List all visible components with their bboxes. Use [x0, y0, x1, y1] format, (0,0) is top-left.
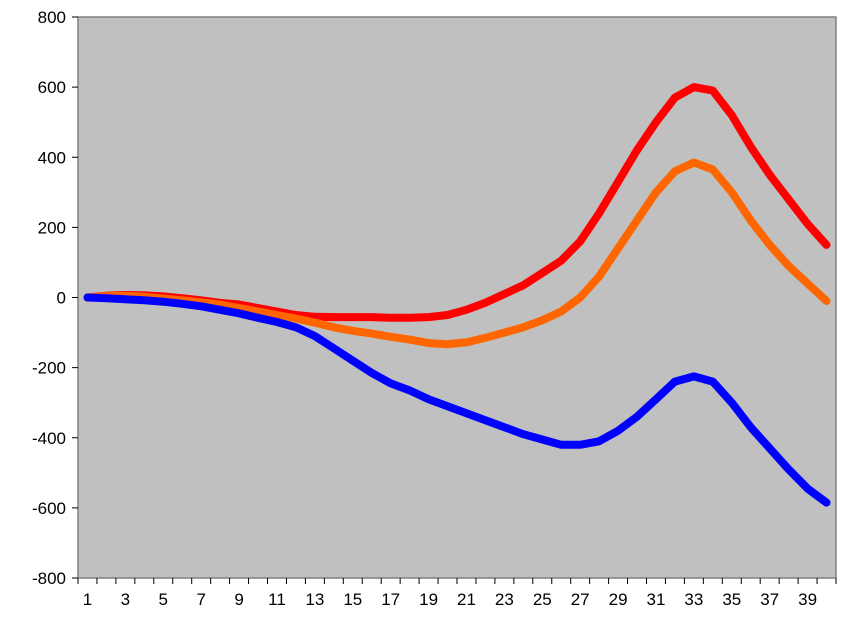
x-tick-label: 37 [760, 590, 779, 609]
series-layer [83, 83, 831, 507]
x-tick-label: 9 [234, 590, 243, 609]
x-tick-label: 17 [381, 590, 400, 609]
x-tick-label: 7 [196, 590, 205, 609]
x-tick-label: 15 [343, 590, 362, 609]
y-tick-label: -800 [32, 569, 66, 588]
x-tick-label: 31 [647, 590, 666, 609]
x-tick-label: 3 [121, 590, 130, 609]
y-tick-label: 400 [38, 148, 66, 167]
x-tick-label: 29 [609, 590, 628, 609]
x-axis: 1 3 5 7 9 11 13 15 17 19 21 23 25 27 29 31 33 35 37 39 [77, 578, 837, 609]
y-tick-label: 600 [38, 78, 66, 97]
y-tick-label: -200 [32, 359, 66, 378]
y-axis: -800 -600 -400 -200 0 200 400 600 800 [32, 8, 78, 588]
x-tick-label: 35 [722, 590, 741, 609]
x-tick-label: 33 [684, 590, 703, 609]
x-tick-label: 13 [305, 590, 324, 609]
x-tick-label: 27 [571, 590, 590, 609]
x-tick-label: 21 [457, 590, 476, 609]
x-tick-label: 39 [798, 590, 817, 609]
y-tick-label: 200 [38, 218, 66, 237]
x-tick-label: 25 [533, 590, 552, 609]
x-tick-label: 23 [495, 590, 514, 609]
series-line-3 [83, 293, 831, 507]
y-tick-label: 800 [38, 8, 66, 27]
series-line-2 [83, 158, 831, 349]
y-tick-label: -400 [32, 429, 66, 448]
x-tick-label: 1 [83, 590, 92, 609]
x-tick-label: 19 [419, 590, 438, 609]
y-tick-label: -600 [32, 499, 66, 518]
x-tick-label: 11 [268, 590, 286, 609]
x-tick-label: 5 [159, 590, 168, 609]
y-tick-label: 0 [57, 289, 66, 308]
